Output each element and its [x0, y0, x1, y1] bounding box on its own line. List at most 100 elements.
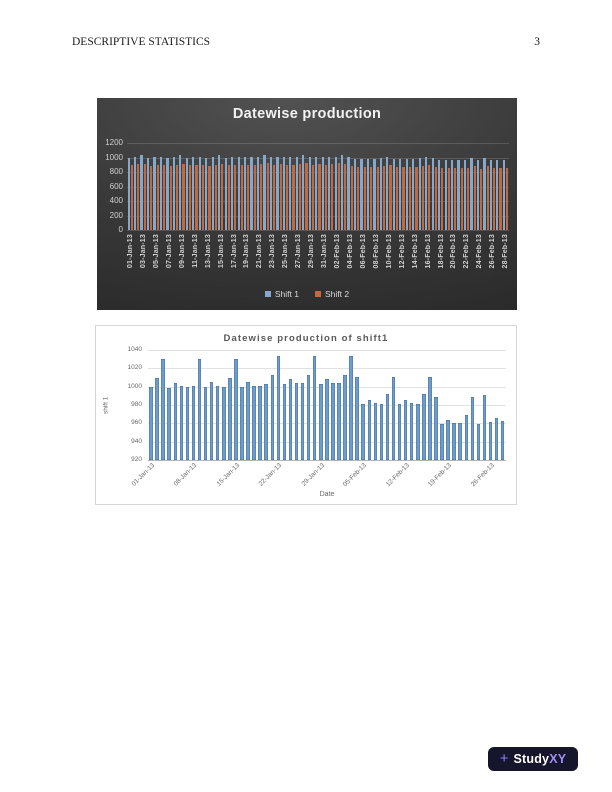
bar-group	[233, 350, 239, 460]
bar-shift1	[270, 374, 275, 460]
bar-shift1	[373, 158, 376, 230]
bar-group	[218, 143, 224, 230]
gridline	[127, 172, 509, 173]
bar-shift1	[328, 157, 331, 230]
x-tick-label: 21-Jan-13	[256, 234, 264, 269]
bar-shift1	[179, 385, 184, 460]
bar-shift1	[203, 386, 208, 460]
bar-group	[275, 350, 281, 460]
bar-shift1	[197, 359, 202, 460]
x-tick-cell: 02-Feb-13	[334, 234, 341, 284]
bar-shift1	[347, 156, 350, 230]
bar-shift1	[315, 156, 318, 230]
bar-shift2	[428, 164, 431, 230]
bar-shift1	[312, 355, 317, 460]
x-tick-cell: 10-Feb-13	[386, 234, 393, 284]
bar-group	[409, 350, 415, 460]
bar-group	[215, 350, 221, 460]
y-tick-label: 1200	[105, 138, 123, 147]
bar-group	[172, 350, 178, 460]
bar-group	[433, 350, 439, 460]
bar-shift1	[153, 157, 156, 230]
bar-shift2	[247, 165, 250, 230]
bar-shift1	[198, 157, 201, 230]
x-tick-label: 07-Jan-13	[165, 234, 173, 269]
x-tick-cell: 17-Jan-13	[231, 234, 238, 284]
bar-group	[451, 350, 457, 460]
bar-group	[391, 350, 397, 460]
bar-shift2	[344, 164, 347, 230]
bar-shift1	[172, 157, 176, 230]
bar-group	[328, 143, 334, 230]
bar-shift2	[195, 164, 198, 230]
bar-group	[324, 350, 330, 460]
bar-shift2	[473, 166, 476, 230]
bar-shift1	[243, 157, 247, 230]
bar-shift1	[308, 157, 311, 230]
x-axis-line	[148, 460, 506, 461]
y-tick-label: 1000	[105, 152, 123, 162]
bar-group	[166, 350, 172, 460]
x-tick-label: 05-Feb-13	[342, 462, 369, 489]
x-tick-label: 18-Feb-13	[437, 234, 445, 269]
bar-shift1	[373, 403, 378, 460]
bar-shift1	[379, 158, 383, 230]
x-tick-label: 17-Jan-13	[230, 234, 238, 269]
bar-shift2	[279, 164, 282, 230]
bar-group	[243, 143, 250, 230]
bar-group	[330, 350, 336, 460]
bar-group	[178, 350, 184, 460]
bars-row	[127, 143, 509, 230]
bar-shift1	[438, 160, 441, 230]
bar-shift2	[208, 165, 211, 230]
bar-shift1	[367, 399, 372, 460]
bar-shift2	[169, 165, 172, 230]
bar-group	[190, 350, 196, 460]
bar-group	[153, 143, 159, 230]
bar-shift1	[353, 158, 357, 230]
bar-shift2	[266, 163, 269, 230]
bar-group	[483, 143, 489, 230]
bar-shift2	[240, 165, 243, 230]
bar-group	[366, 143, 373, 230]
x-tick-label: 03-Jan-13	[139, 234, 147, 269]
studyxy-watermark: + StudyXY	[488, 747, 578, 771]
bar-group	[140, 143, 146, 230]
bar-shift1	[276, 355, 281, 460]
shift1-production-chart: Datewise production of shift1 shift 1 Da…	[95, 325, 517, 505]
bar-shift2	[389, 164, 392, 230]
gridline	[127, 201, 509, 202]
x-tick-cell: 22-Feb-13	[463, 234, 470, 284]
bar-group	[415, 350, 421, 460]
bar-shift1	[494, 417, 499, 460]
x-tick-label: 24-Feb-13	[476, 234, 484, 269]
x-tick-label: 31-Jan-13	[321, 234, 329, 269]
bar-shift2	[311, 164, 315, 230]
bar-shift1	[215, 385, 220, 460]
bar-shift2	[499, 167, 502, 230]
gridline	[148, 350, 506, 351]
bars-row	[148, 350, 506, 460]
bar-shift1	[256, 156, 260, 230]
bar-group	[457, 143, 463, 230]
bar-shift1	[343, 374, 347, 460]
bar-group	[489, 143, 496, 230]
bar-shift1	[161, 359, 165, 460]
x-axis-title: Date	[319, 491, 335, 498]
legend-label: Shift 2	[325, 289, 350, 299]
y-tick-label: 1000	[127, 382, 142, 390]
brand-xy: XY	[549, 752, 567, 766]
bar-group	[348, 350, 354, 460]
x-tick-label: 22-Feb-13	[463, 234, 471, 269]
bar-group	[384, 350, 390, 460]
bar-shift1	[149, 386, 153, 460]
bar-shift1	[457, 160, 460, 230]
bar-group	[127, 143, 133, 230]
legend-item-shift1: Shift 1	[264, 289, 299, 299]
x-tick-cell: 01-Jan-13	[127, 234, 134, 284]
bar-shift1	[463, 159, 467, 230]
bar-shift1	[159, 157, 163, 230]
bar-shift1	[464, 415, 469, 460]
x-tick-cell: 16-Feb-13	[425, 234, 432, 284]
x-axis-labels: 01-Jan-13 03-Jan-13 05-Jan-13 07-Jan-13 09-J…	[127, 234, 509, 284]
